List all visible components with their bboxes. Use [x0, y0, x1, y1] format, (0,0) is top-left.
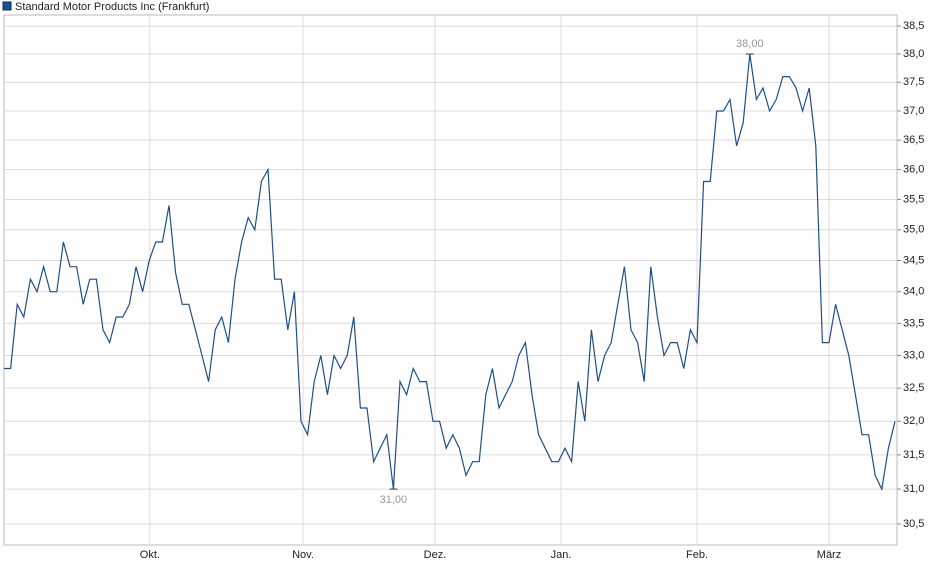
y-tick-label: 34,5	[903, 254, 924, 266]
y-tick-label: 34,0	[903, 286, 924, 298]
y-tick-label: 31,0	[903, 483, 924, 495]
x-tick-label: Jan.	[551, 549, 572, 561]
y-tick-label: 32,0	[903, 415, 924, 427]
y-tick-label: 30,5	[903, 518, 924, 530]
x-tick-label: Dez.	[424, 549, 447, 561]
legend-label: Standard Motor Products Inc (Frankfurt)	[15, 1, 209, 13]
y-tick-label: 35,5	[903, 193, 924, 205]
y-tick-label: 31,5	[903, 449, 924, 461]
y-tick-label: 36,5	[903, 134, 924, 146]
y-tick-label: 38,5	[903, 20, 924, 32]
y-tick-label: 33,5	[903, 317, 924, 329]
y-tick-label: 35,0	[903, 224, 924, 236]
legend-swatch	[2, 1, 12, 11]
x-tick-label: März	[817, 549, 841, 561]
annotation: 31,00	[380, 494, 408, 506]
x-tick-label: Nov.	[292, 549, 314, 561]
x-tick-label: Okt.	[140, 549, 160, 561]
x-tick-label: Feb.	[686, 549, 708, 561]
plot-frame	[3, 14, 898, 546]
line	[4, 53, 896, 492]
annotation: 38,00	[736, 38, 764, 50]
y-tick-label: 38,0	[903, 48, 924, 60]
y-tick-label: 37,5	[903, 76, 924, 88]
y-tick-label: 37,0	[903, 105, 924, 117]
y-tick-label: 32,5	[903, 382, 924, 394]
y-tick-label: 36,0	[903, 163, 924, 175]
y-tick-label: 33,0	[903, 349, 924, 361]
